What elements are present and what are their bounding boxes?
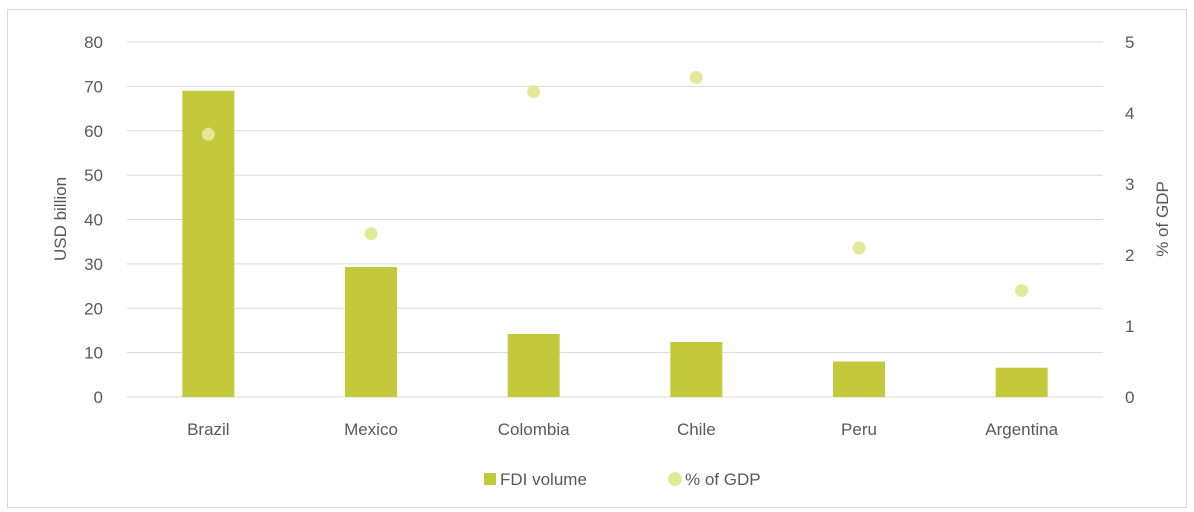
x-tick-label: Peru (841, 420, 877, 439)
left-axis-ticks: 0 10 20 30 40 50 60 70 80 (84, 33, 103, 407)
x-tick-label: Colombia (498, 420, 570, 439)
y-tick-label: 50 (84, 166, 103, 185)
legend-bar-swatch (484, 473, 496, 485)
y-tick-label: 40 (84, 211, 103, 230)
y2-tick-label: 4 (1125, 104, 1134, 123)
y-tick-label: 0 (94, 388, 103, 407)
x-tick-label: Mexico (344, 420, 398, 439)
chart-frame (7, 9, 1187, 508)
data-point (527, 85, 541, 99)
left-axis-label: USD billion (51, 177, 70, 261)
bar (182, 90, 235, 397)
bar (345, 266, 397, 397)
legend-label: % of GDP (685, 470, 761, 489)
y2-tick-label: 2 (1125, 246, 1134, 265)
bar (995, 367, 1048, 397)
y-tick-label: 80 (84, 33, 103, 52)
bar-series (182, 90, 1048, 397)
x-tick-label: Brazil (187, 420, 230, 439)
category-labels: Brazil Mexico Colombia Chile Peru Argentina (187, 420, 1059, 439)
data-point (852, 241, 866, 255)
data-point (1015, 284, 1029, 297)
y2-tick-label: 0 (1125, 388, 1134, 407)
legend: FDI volume % of GDP (484, 470, 761, 489)
y2-tick-label: 3 (1125, 175, 1134, 194)
y-tick-label: 30 (84, 255, 103, 274)
bar (833, 361, 885, 397)
y2-tick-label: 5 (1125, 33, 1134, 52)
data-point (201, 127, 215, 141)
legend-label: FDI volume (500, 470, 587, 489)
y-tick-label: 70 (84, 77, 103, 96)
y-tick-label: 60 (84, 122, 103, 141)
y-tick-label: 10 (84, 344, 103, 363)
bar (507, 333, 560, 397)
y2-tick-label: 1 (1125, 317, 1134, 336)
x-tick-label: Argentina (985, 420, 1058, 439)
right-axis-label: % of GDP (1153, 181, 1172, 257)
y-tick-label: 20 (84, 299, 103, 318)
bar (670, 341, 723, 397)
data-point (689, 71, 703, 84)
legend-point-swatch (668, 472, 682, 486)
x-tick-label: Chile (677, 420, 716, 439)
right-axis-ticks: 0 1 2 3 4 5 (1125, 33, 1134, 407)
gridlines (127, 41, 1103, 398)
data-point (364, 227, 378, 241)
point-series (201, 71, 1029, 297)
